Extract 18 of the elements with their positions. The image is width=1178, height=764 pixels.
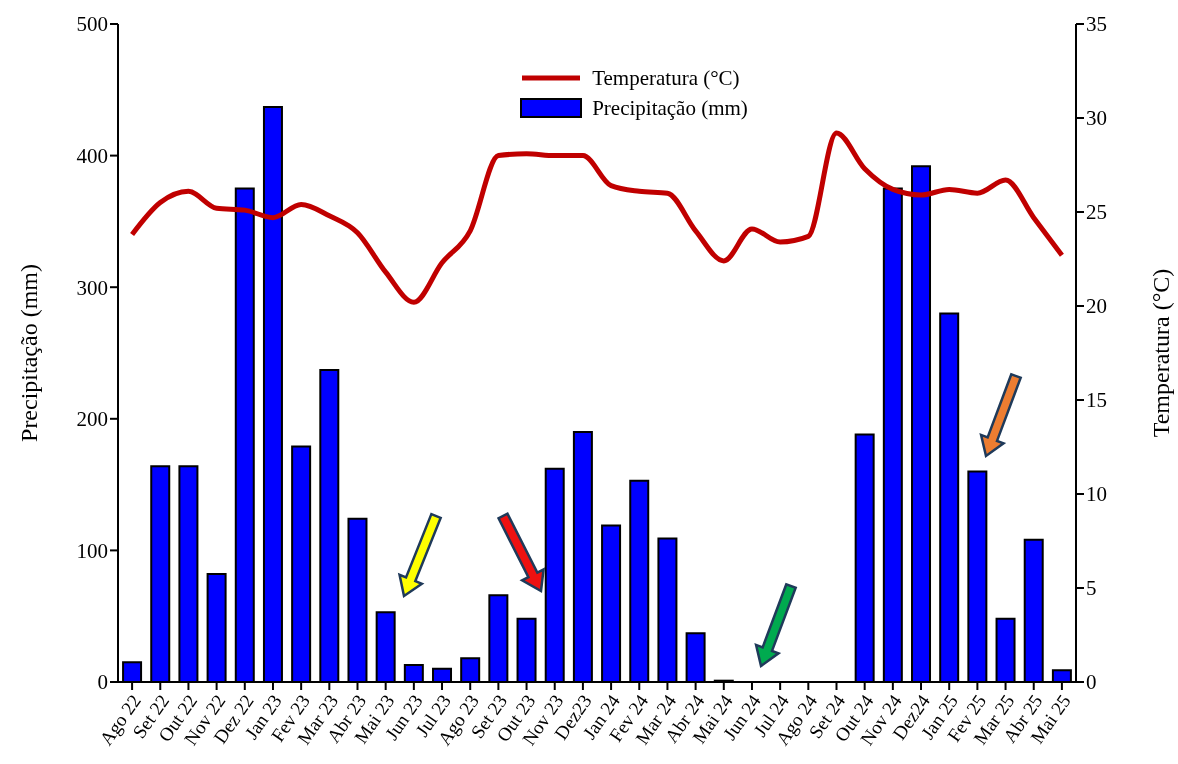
y-tick-label: 500 <box>76 12 108 37</box>
y-tick-label: 300 <box>76 275 108 300</box>
y-tick-label: 200 <box>76 407 108 432</box>
y-tick-label: 100 <box>76 538 108 563</box>
y2-tick-label: 15 <box>1086 388 1107 413</box>
y2-axis-title: Temperatura (°C) <box>1147 268 1174 438</box>
y-tick-label: 0 <box>97 670 108 695</box>
legend-label: Temperatura (°C) <box>592 65 740 91</box>
y2-tick-label: 30 <box>1086 106 1107 131</box>
y2-tick-label: 10 <box>1086 482 1107 507</box>
y2-tick-label: 35 <box>1086 12 1107 37</box>
y2-tick-label: 0 <box>1086 670 1097 695</box>
y2-tick-label: 5 <box>1086 576 1097 601</box>
legend-label: Precipitação (mm) <box>592 95 748 121</box>
y2-tick-label: 25 <box>1086 200 1107 225</box>
y2-tick-label: 20 <box>1086 294 1107 319</box>
y-axis-title: Precipitação (mm) <box>15 264 42 442</box>
y-tick-label: 400 <box>76 144 108 169</box>
